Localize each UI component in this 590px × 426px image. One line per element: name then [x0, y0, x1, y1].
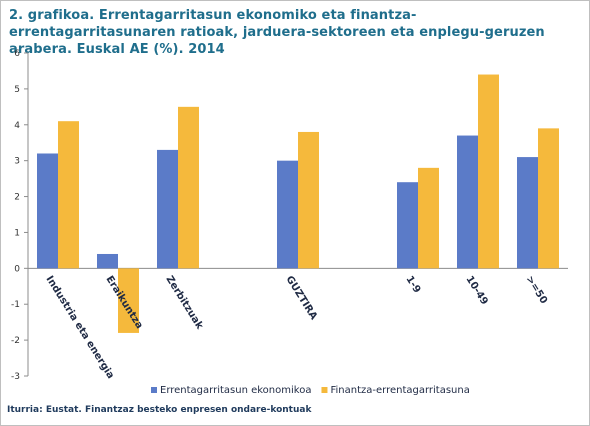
- bar-errentagarritasun-ekonomikoa: [397, 182, 418, 269]
- y-tick-label: 5: [14, 85, 20, 95]
- y-tick-label: 6: [14, 49, 20, 59]
- category-label: GUZTIRA: [283, 274, 319, 322]
- bar-errentagarritasun-ekonomikoa: [157, 149, 178, 269]
- legend-swatch: [321, 387, 328, 393]
- y-tick-label: 1: [14, 228, 20, 238]
- y-tick-label: 3: [14, 157, 20, 167]
- chart-title: 2. grafikoa. Errentagarritasun ekonomiko…: [9, 8, 545, 57]
- y-tick-label: 2: [14, 193, 20, 203]
- bar-errentagarritasun-ekonomikoa: [97, 253, 118, 269]
- category-label: Industria eta energia: [43, 274, 115, 381]
- bar-finantza-errentagarritasuna: [118, 268, 139, 333]
- category-label: 10-49: [463, 274, 489, 307]
- bar-finantza-errentagarritasuna: [418, 167, 439, 269]
- y-tick-label: -1: [11, 300, 20, 310]
- legend-label: Errentagarritasun ekonomikoa: [160, 385, 311, 396]
- bar-finantza-errentagarritasuna: [538, 128, 559, 269]
- bar-finantza-errentagarritasuna: [178, 106, 199, 269]
- legend-label: Finantza-errentagarritasuna: [330, 385, 469, 396]
- legend-swatch: [151, 387, 157, 393]
- category-label: Zerbitzuak: [163, 274, 205, 332]
- y-tick-label: -3: [11, 372, 20, 382]
- category-label: 1-9: [403, 274, 422, 295]
- bar-errentagarritasun-ekonomikoa: [517, 157, 538, 269]
- bar-errentagarritasun-ekonomikoa: [457, 135, 478, 269]
- y-tick-label: 0: [14, 264, 20, 274]
- source-note: Iturria: Eustat. Finantzaz besteko enpre…: [7, 405, 312, 415]
- bar-finantza-errentagarritasuna: [298, 131, 319, 269]
- y-tick-label: 4: [14, 121, 20, 131]
- category-label: >=50: [523, 274, 549, 306]
- bar-finantza-errentagarritasuna: [478, 74, 499, 269]
- bar-errentagarritasun-ekonomikoa: [37, 153, 58, 269]
- y-tick-label: -2: [11, 336, 20, 346]
- bar-finantza-errentagarritasuna: [58, 121, 79, 269]
- bar-errentagarritasun-ekonomikoa: [277, 160, 298, 269]
